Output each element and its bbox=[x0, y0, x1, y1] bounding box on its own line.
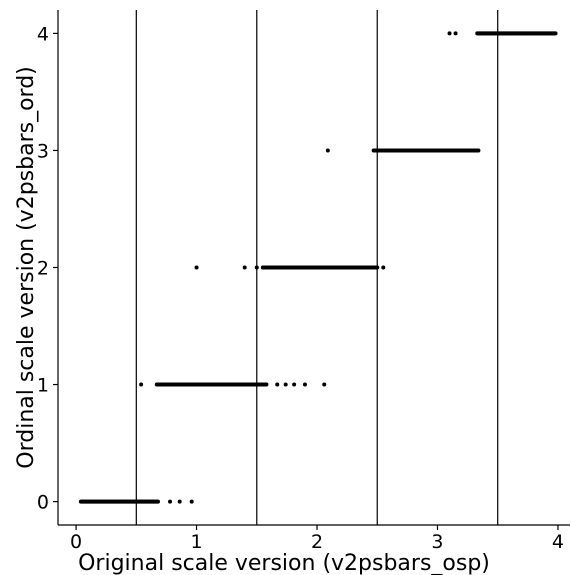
data-point bbox=[254, 265, 259, 270]
data-point bbox=[177, 499, 182, 504]
x-tick-label: 4 bbox=[552, 531, 564, 553]
y-axis-title: Ordinal scale version (v2psbars_ord) bbox=[14, 66, 39, 468]
data-point bbox=[447, 31, 452, 36]
data-points bbox=[78, 31, 558, 504]
data-point bbox=[194, 265, 199, 270]
data-point bbox=[375, 265, 380, 270]
x-axis-title: Original scale version (v2psbars_osp) bbox=[78, 551, 490, 575]
data-point bbox=[453, 31, 458, 36]
x-tick-label: 2 bbox=[311, 531, 323, 553]
x-axis-ticks: 0 1 2 3 4 bbox=[70, 525, 564, 553]
data-point bbox=[242, 265, 247, 270]
y-axis-ticks: 0 1 2 3 4 bbox=[37, 23, 58, 514]
x-tick-label: 3 bbox=[431, 531, 443, 553]
x-tick-label: 0 bbox=[70, 531, 82, 553]
data-point bbox=[275, 382, 280, 387]
y-tick-label: 2 bbox=[37, 258, 49, 280]
data-point bbox=[322, 382, 327, 387]
data-point bbox=[325, 148, 330, 153]
y-tick-label: 4 bbox=[37, 23, 49, 45]
y-tick-label: 1 bbox=[37, 375, 49, 397]
x-tick-label: 1 bbox=[190, 531, 202, 553]
y-tick-label: 0 bbox=[37, 492, 49, 514]
data-point bbox=[264, 382, 269, 387]
data-point bbox=[155, 499, 160, 504]
data-point bbox=[168, 499, 173, 504]
data-point bbox=[292, 382, 297, 387]
data-point bbox=[302, 382, 307, 387]
data-point bbox=[553, 31, 558, 36]
data-point bbox=[189, 499, 194, 504]
y-tick-label: 3 bbox=[37, 140, 49, 162]
data-point bbox=[139, 382, 144, 387]
data-point bbox=[381, 265, 386, 270]
data-point bbox=[283, 382, 288, 387]
data-point bbox=[476, 148, 481, 153]
